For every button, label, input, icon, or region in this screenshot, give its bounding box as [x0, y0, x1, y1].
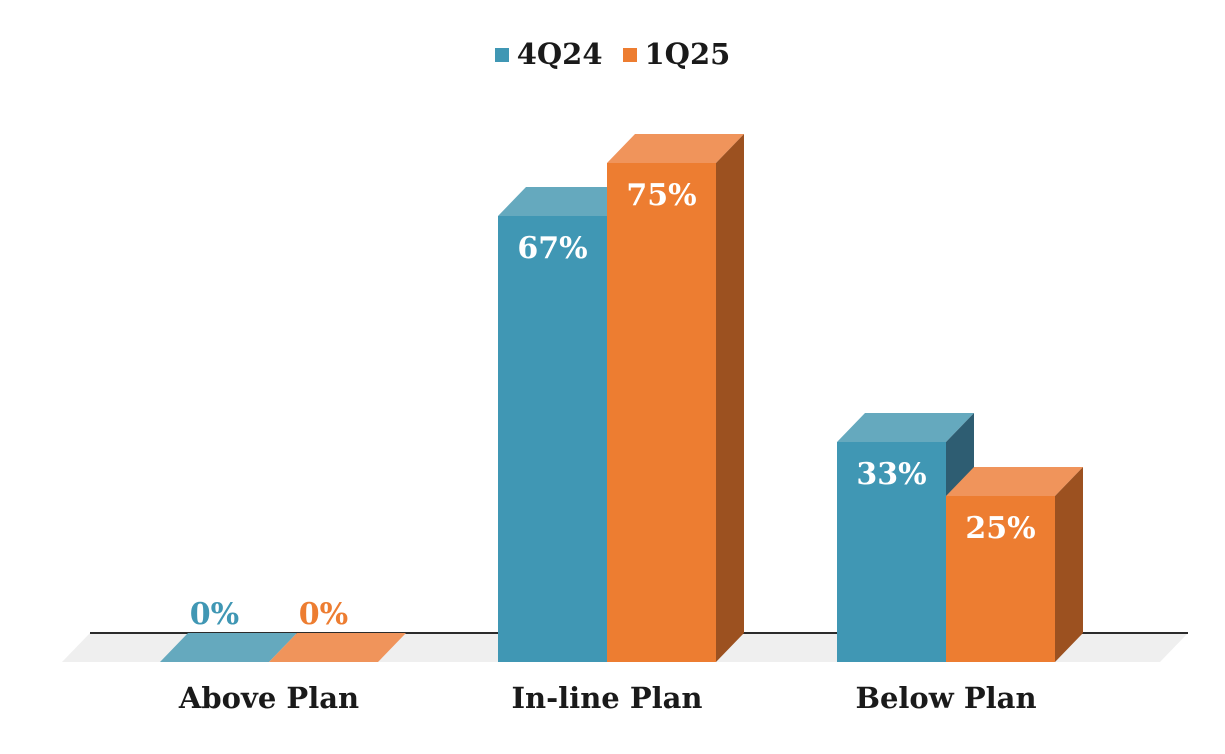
- legend-swatch-1q25: [622, 47, 637, 62]
- bar-1q25-below-plan-top-face: [946, 467, 1083, 496]
- bar-1q25-above-plan-top-face: [269, 633, 406, 662]
- bar-1q25-below-plan-side-face: [1055, 467, 1083, 662]
- bar-4q24-in-line-plan-front-face: [498, 216, 607, 662]
- bar-1q25-in-line-plan-side-face: [716, 134, 744, 662]
- category-label-above-plan: Above Plan: [178, 681, 359, 715]
- bar-4q24-below-plan-front-face: [837, 442, 946, 662]
- data-label-4q24-above-plan: 0%: [190, 597, 239, 632]
- legend-swatch-4q24: [494, 47, 509, 62]
- bar-1q25-below-plan-front-face: [946, 496, 1055, 662]
- bar-1q25-in-line-plan-top-face: [607, 134, 744, 163]
- legend-item-4q24: 4Q24: [494, 37, 603, 71]
- legend-label-1q25: 1Q25: [644, 37, 731, 71]
- data-label-1q25-below-plan: 25%: [965, 511, 1035, 546]
- chart-legend: 4Q24 1Q25: [0, 40, 1225, 69]
- legend-label-4q24: 4Q24: [516, 37, 603, 71]
- data-label-1q25-in-line-plan: 75%: [626, 178, 696, 213]
- bar-4q24-in-line-plan-top-face: [498, 187, 635, 216]
- legend-item-1q25: 1Q25: [622, 37, 731, 71]
- bar-4q24-below-plan-top-face: [837, 413, 974, 442]
- data-label-1q25-above-plan: 0%: [299, 597, 348, 632]
- category-label-below-plan: Below Plan: [855, 681, 1036, 715]
- bar-4q24-above-plan-top-face: [160, 633, 297, 662]
- category-label-in-line-plan: In-line Plan: [511, 681, 702, 715]
- data-label-4q24-below-plan: 33%: [856, 457, 926, 492]
- bar-1q25-in-line-plan-front-face: [607, 163, 716, 662]
- data-label-4q24-in-line-plan: 67%: [517, 231, 587, 266]
